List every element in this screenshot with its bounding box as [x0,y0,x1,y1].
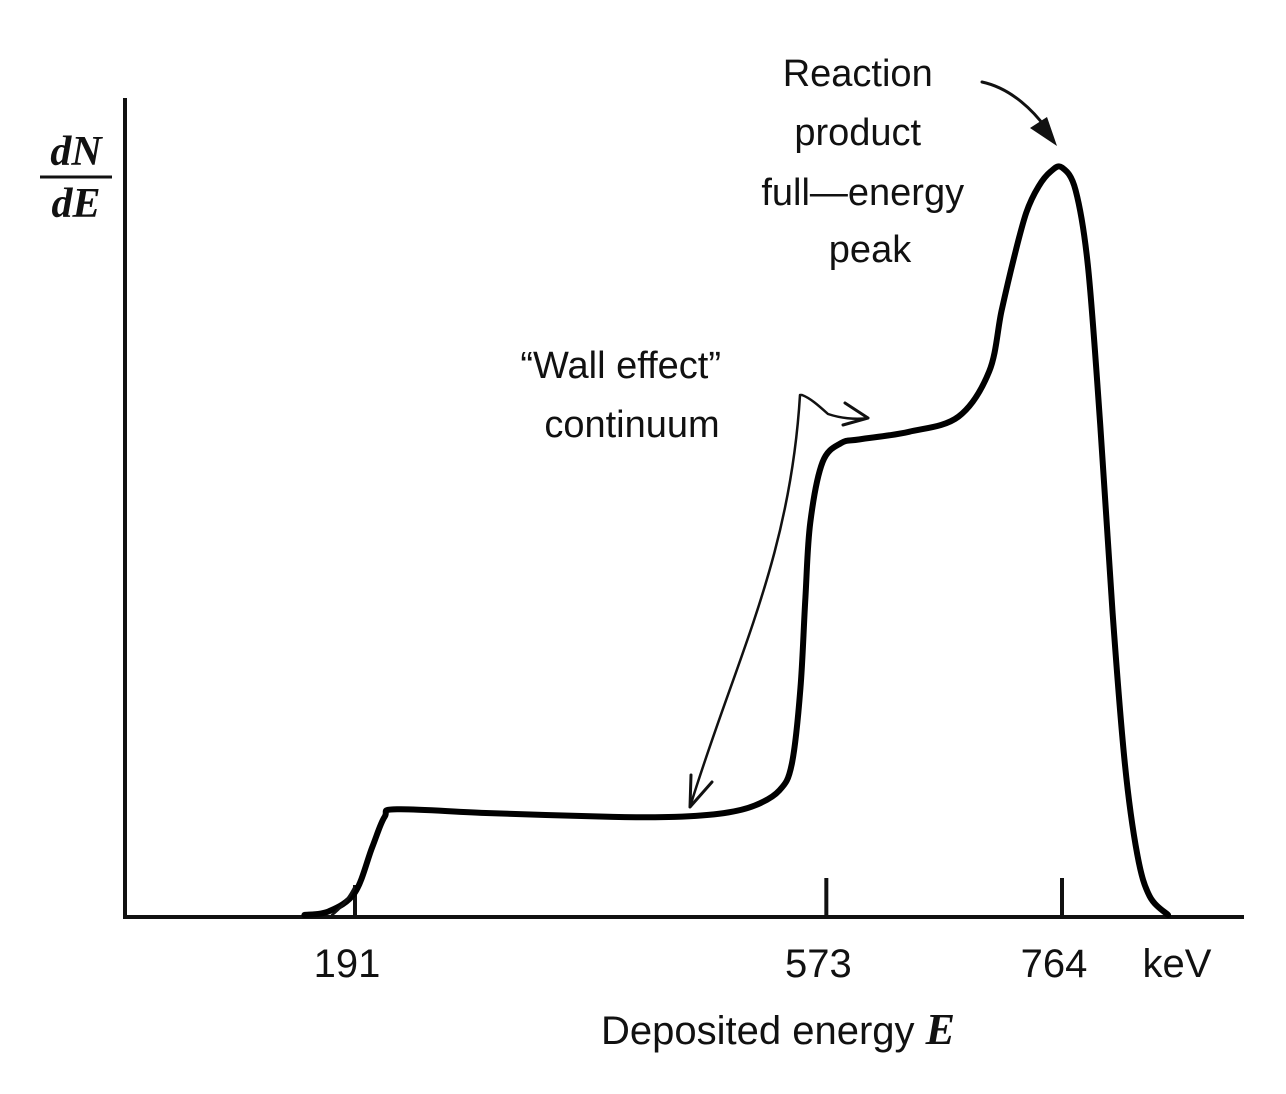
peak-label-line1: Reaction [783,53,933,95]
spectrum-curve [301,163,1172,918]
x-tick-label: 764 [1021,942,1088,986]
wall-effect-label: “Wall effect” continuum [520,345,731,446]
wall-effect-arrowhead-upper [841,401,870,427]
x-tick-label: 573 [785,942,852,986]
x-tick-label: 191 [314,942,381,986]
x-axis-label-symbol: E [925,1005,955,1054]
x-ticks: 191 573 764 [314,878,1088,986]
wall-effect-label-line1: “Wall effect” [520,345,721,387]
y-axis-label-numerator: dN [50,129,103,175]
x-axis-label-text: Deposited energy [601,1009,915,1053]
y-axis-label-denominator: dE [51,181,100,227]
wall-effect-arrowhead-lower [688,773,714,809]
peak-label-line2: product [794,112,921,154]
peak-label-line3: full—energy [761,172,964,214]
x-axis-label: Deposited energy E [601,1005,955,1054]
x-unit-label: keV [1143,942,1212,986]
low-edge-tail [330,886,356,917]
wall-effect-label-line2: continuum [544,404,719,446]
peak-label: Reaction product full—energy peak [761,53,974,271]
wall-effect-line [688,393,870,809]
peak-arrowhead [1030,117,1057,146]
peak-label-line4: peak [829,229,912,271]
